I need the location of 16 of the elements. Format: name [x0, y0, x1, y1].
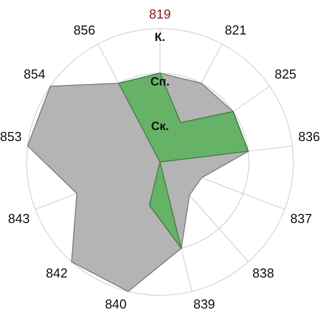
spoke-label: 840	[104, 296, 127, 312]
y-tick-label: К.	[154, 30, 166, 44]
spoke-label: 836	[298, 128, 320, 144]
spoke-label: 838	[252, 266, 274, 281]
spoke-label: 853	[0, 128, 22, 144]
spoke-label: 839	[193, 296, 216, 312]
spoke-label: 843	[8, 210, 30, 226]
spoke-label: 821	[224, 22, 246, 38]
spoke-label: 856	[74, 22, 96, 38]
spoke-label: 825	[274, 66, 296, 82]
y-tick-label: Сп.	[150, 74, 170, 88]
spoke-label: 842	[46, 266, 68, 281]
spoke-label: 854	[24, 66, 46, 82]
spoke-label: 819	[149, 6, 171, 22]
y-tick-label: Ск.	[150, 118, 170, 133]
spoke-label: 837	[290, 210, 312, 226]
